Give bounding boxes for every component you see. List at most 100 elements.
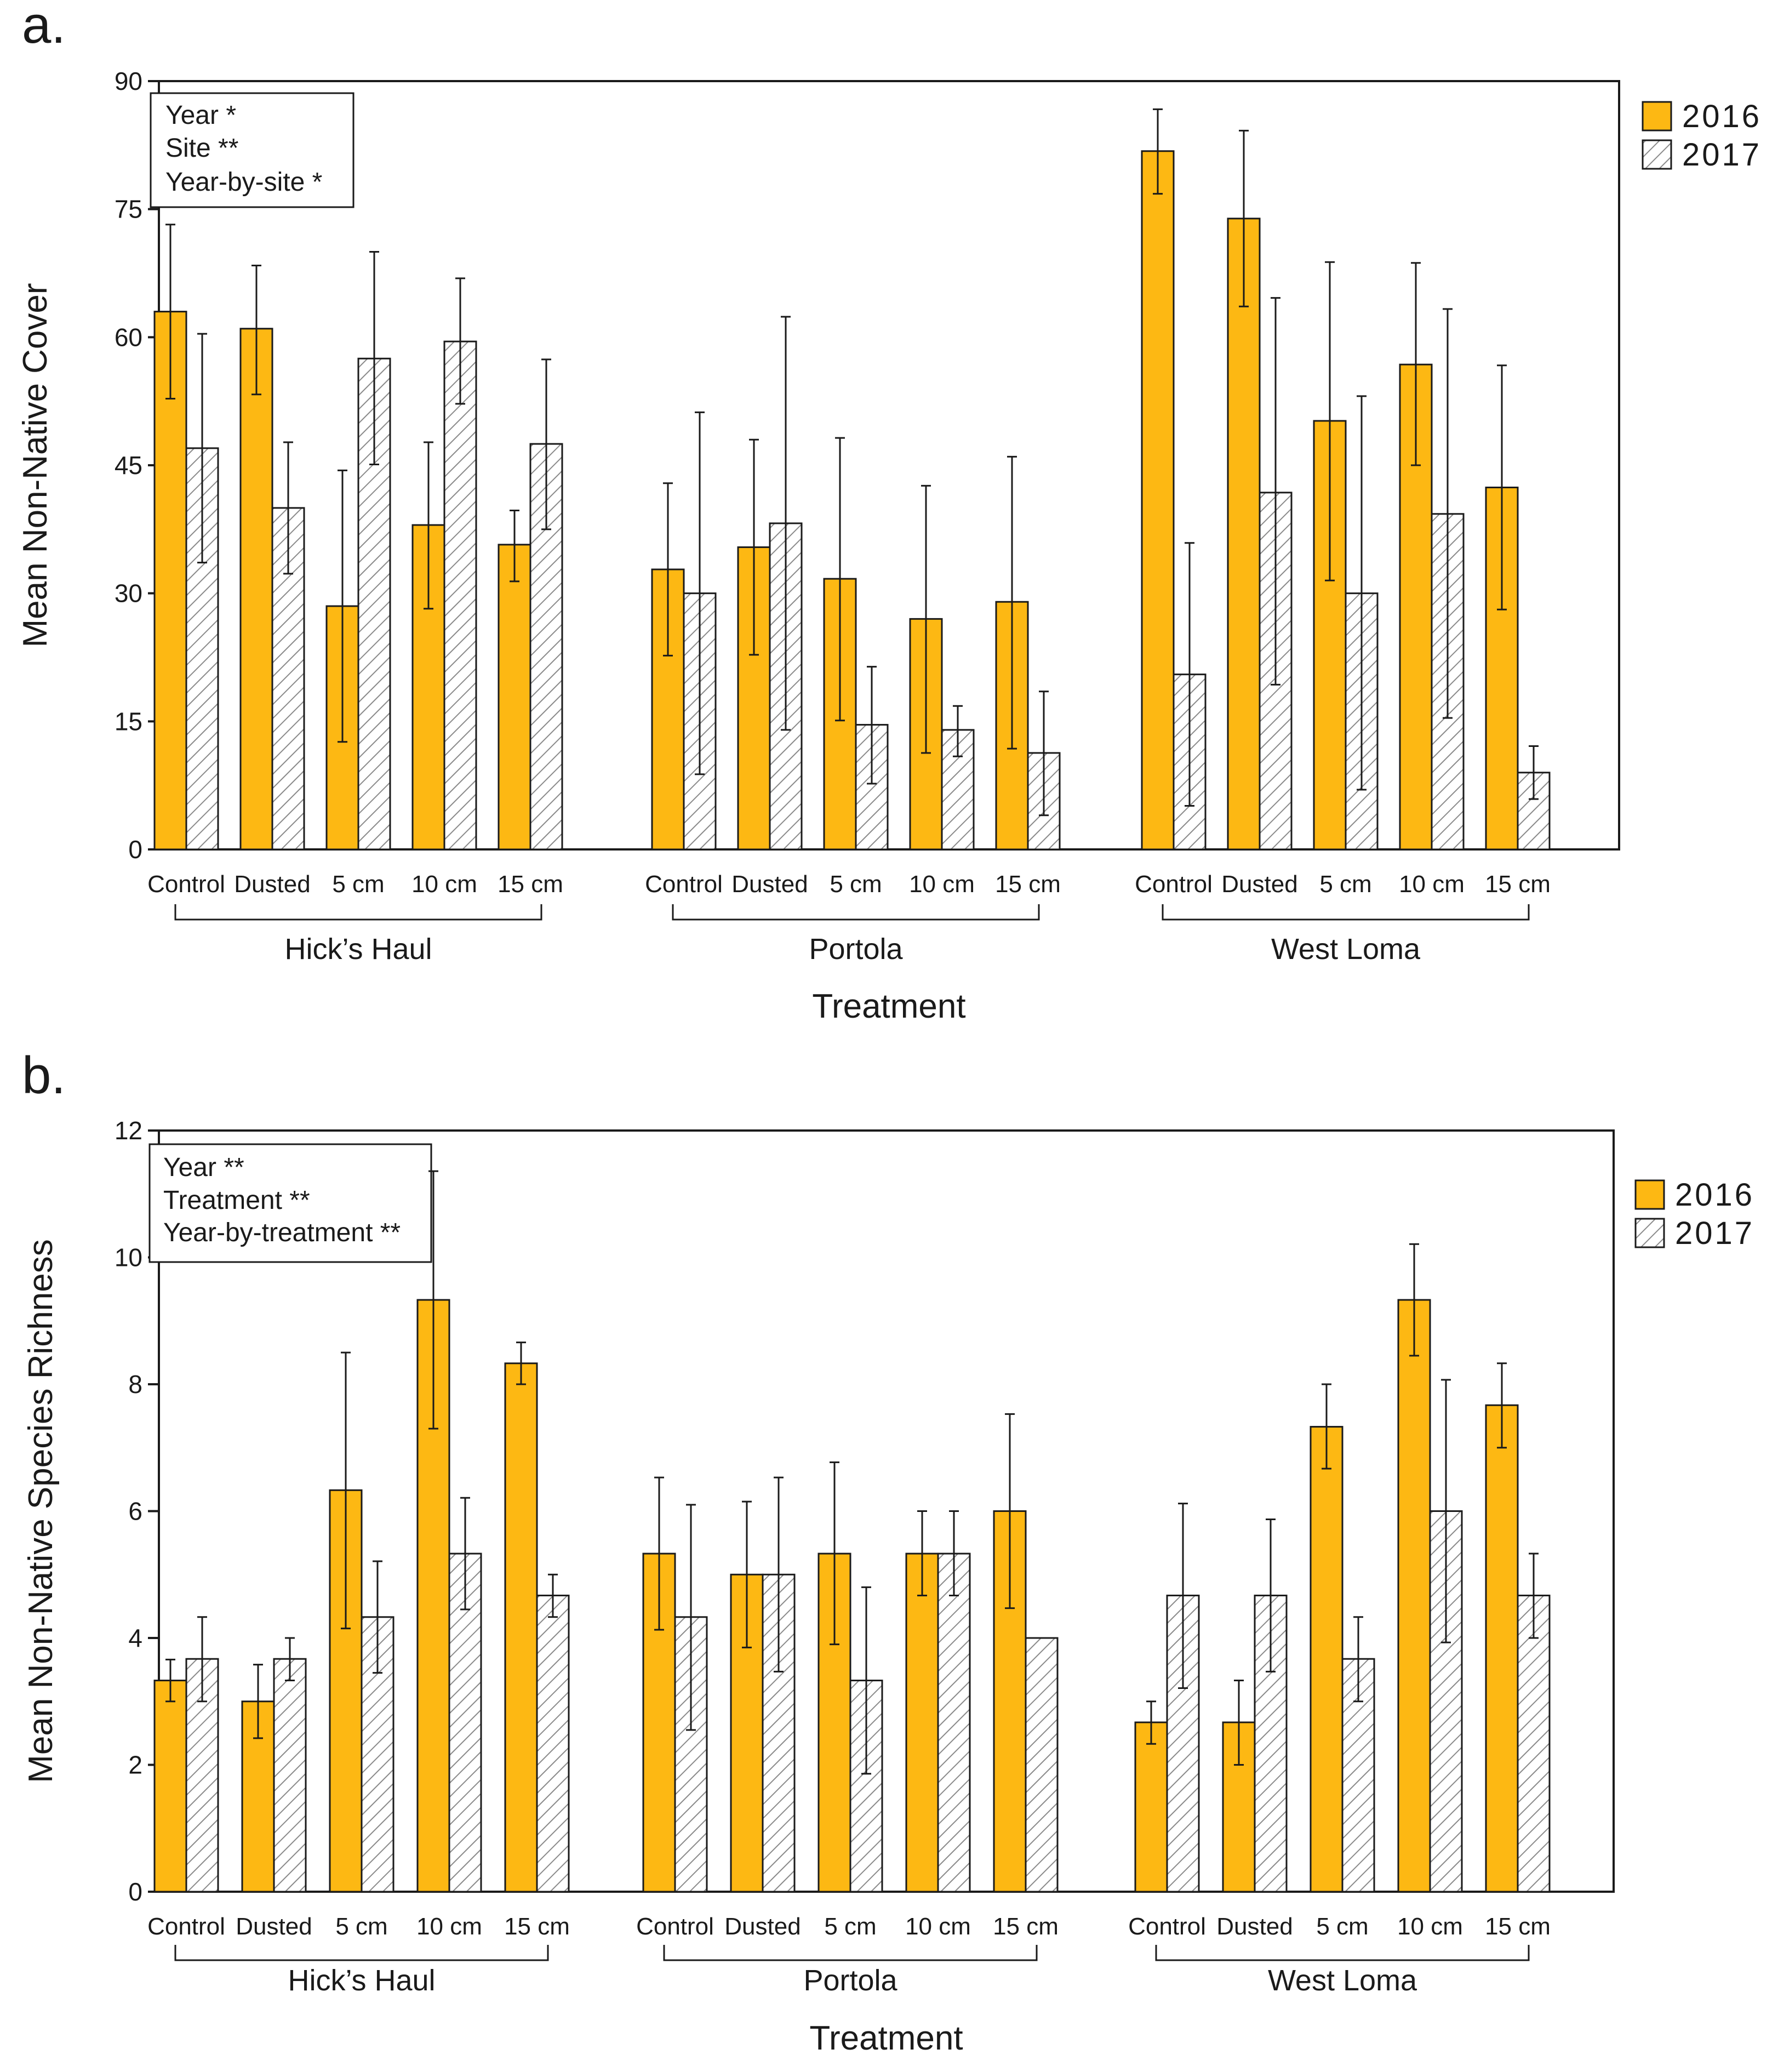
- bar-2016: [1485, 1404, 1519, 1893]
- y-tick-label: 45: [115, 451, 142, 480]
- category-label: 5 cm: [1316, 1913, 1368, 1940]
- x-axis-title: Treatment: [809, 2019, 963, 2057]
- stats-line: Year **: [163, 1153, 244, 1182]
- stats-line: Year-by-site *: [165, 168, 322, 197]
- legend-label-2017: 2017: [1675, 1215, 1754, 1251]
- category-label: 15 cm: [498, 871, 563, 898]
- category-label: 5 cm: [830, 871, 882, 898]
- bar-2017: [273, 1658, 307, 1893]
- category-label: Control: [147, 1913, 225, 1940]
- category-label: 10 cm: [1399, 871, 1465, 898]
- bar-2017: [1025, 1637, 1059, 1893]
- legend-swatch-2017: [1634, 1218, 1665, 1248]
- y-tick-label: 30: [115, 579, 142, 608]
- site-label: Hick’s Haul: [288, 1964, 435, 1997]
- y-tick-label: 90: [115, 67, 142, 95]
- category-label: 10 cm: [411, 871, 477, 898]
- bar-2016: [1227, 218, 1261, 851]
- y-tick-label: 6: [128, 1497, 142, 1526]
- category-label: Dusted: [724, 1913, 801, 1940]
- site-label: Hick’s Haul: [284, 933, 432, 966]
- category-label: 15 cm: [1485, 1913, 1551, 1940]
- category-label: 10 cm: [909, 871, 975, 898]
- y-tick-label: 4: [128, 1624, 142, 1652]
- category-label: 5 cm: [332, 871, 384, 898]
- category-label: Dusted: [236, 1913, 312, 1940]
- bar-2016: [498, 544, 531, 851]
- site-bracket: [1155, 1945, 1530, 1961]
- category-label: Dusted: [1216, 1913, 1293, 1940]
- stats-box: [148, 1143, 432, 1263]
- y-axis-title: Mean Non-Native Cover: [16, 283, 54, 647]
- category-label: Control: [636, 1913, 714, 1940]
- site-label: Portola: [803, 1964, 897, 1997]
- stats-line: Treatment **: [163, 1186, 310, 1215]
- site-bracket: [1162, 904, 1530, 921]
- x-axis-title: Treatment: [812, 988, 965, 1025]
- legend-label-2016: 2016: [1682, 99, 1762, 134]
- legend-label-2016: 2016: [1675, 1177, 1754, 1213]
- chart-panel-0: a. 0 15 30 45 60 75 90 Mean Non-Native Cover Trea…: [16, 0, 1762, 1025]
- site-label: Portola: [809, 933, 903, 966]
- y-tick-label: 8: [128, 1370, 142, 1399]
- category-label: 15 cm: [993, 1913, 1059, 1940]
- bar-2017: [1517, 1594, 1551, 1893]
- bar-2016: [1134, 1721, 1168, 1893]
- legend-label-2017: 2017: [1682, 137, 1762, 173]
- y-tick-label: 0: [128, 1877, 142, 1906]
- category-label: 5 cm: [335, 1913, 387, 1940]
- category-label: Control: [1128, 1913, 1206, 1940]
- bar-2016: [1141, 150, 1175, 851]
- bar-2017: [443, 340, 477, 851]
- panel-letter: a.: [22, 0, 66, 54]
- y-tick-label: 75: [115, 195, 142, 224]
- bar-2016: [504, 1362, 538, 1893]
- stats-line: Year *: [165, 101, 236, 130]
- y-tick-label: 2: [128, 1751, 142, 1779]
- bar-2017: [937, 1552, 971, 1893]
- bar-2016: [239, 328, 273, 851]
- site-label: West Loma: [1268, 1964, 1417, 1997]
- bar-2016: [1397, 1299, 1431, 1893]
- stats-box: [150, 92, 355, 208]
- category-label: Control: [645, 871, 723, 898]
- category-label: 10 cm: [416, 1913, 482, 1940]
- category-label: 15 cm: [1485, 871, 1551, 898]
- site-bracket: [663, 1945, 1038, 1961]
- category-label: Control: [1135, 871, 1213, 898]
- y-tick-label: 60: [115, 323, 142, 351]
- bar-2016: [905, 1552, 939, 1893]
- bar-2016: [1310, 1426, 1343, 1893]
- stats-line: Year-by-treatment **: [163, 1218, 401, 1247]
- bar-2017: [536, 1594, 570, 1893]
- category-label: 15 cm: [995, 871, 1061, 898]
- legend-swatch-2017: [1642, 139, 1672, 170]
- y-tick-label: 0: [128, 835, 142, 864]
- legend-swatch-2016: [1642, 101, 1672, 132]
- category-label: Dusted: [234, 871, 310, 898]
- stats-line: Site **: [165, 134, 238, 163]
- y-axis-title: Mean Non-Native Species Richness: [22, 1239, 60, 1783]
- site-bracket: [672, 904, 1040, 921]
- category-label: 10 cm: [1397, 1913, 1463, 1940]
- bar-2016: [153, 1680, 187, 1893]
- legend-swatch-2016: [1634, 1179, 1665, 1210]
- category-label: Control: [147, 871, 225, 898]
- site-label: West Loma: [1271, 933, 1421, 966]
- chart-panel-1: b. 0 2 4 6 8 10 12 Mean Non-Native Species Richn…: [22, 1046, 1754, 2057]
- site-bracket: [174, 904, 542, 921]
- category-label: Dusted: [1221, 871, 1297, 898]
- category-label: 10 cm: [905, 1913, 971, 1940]
- category-label: Dusted: [731, 871, 808, 898]
- y-tick-label: 12: [115, 1116, 142, 1145]
- category-label: 15 cm: [504, 1913, 570, 1940]
- y-tick-label: 15: [115, 707, 142, 735]
- category-label: 5 cm: [824, 1913, 876, 1940]
- bar-2016: [1399, 363, 1433, 851]
- y-tick-label: 10: [115, 1243, 142, 1272]
- site-bracket: [174, 1945, 549, 1961]
- category-label: 5 cm: [1319, 871, 1371, 898]
- bar-2016: [817, 1552, 851, 1893]
- panel-letter: b.: [22, 1046, 66, 1105]
